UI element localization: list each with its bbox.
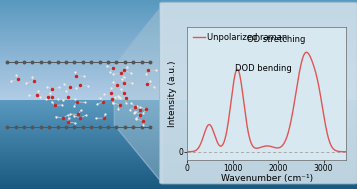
Text: DOD bending: DOD bending	[235, 64, 292, 73]
Text: OD stretching: OD stretching	[247, 35, 306, 44]
Legend: Unpolarized raman: Unpolarized raman	[192, 32, 289, 44]
Polygon shape	[114, 6, 162, 183]
Y-axis label: Intensity (a.u.): Intensity (a.u.)	[168, 60, 177, 127]
X-axis label: Wavenumber (cm⁻¹): Wavenumber (cm⁻¹)	[221, 174, 313, 183]
FancyBboxPatch shape	[160, 2, 357, 184]
